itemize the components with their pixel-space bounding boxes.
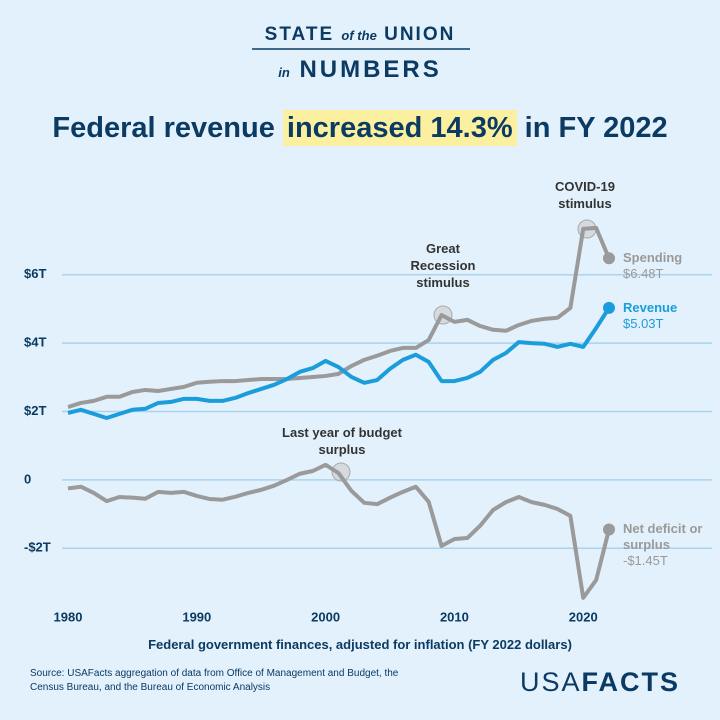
brand: USAFACTS [520,667,680,698]
logo-text: in [278,65,290,80]
end-point [603,523,615,536]
x-tick-label: 1990 [182,609,211,624]
end-value-label: $5.03T [623,315,664,331]
x-tick-label: 1980 [54,609,83,624]
brand-text: FACTS [581,667,681,697]
x-tick-label: 2020 [569,609,598,624]
brand-text: USA [520,667,582,697]
series-line [67,462,611,600]
legend-entry: Revenue [623,299,678,315]
end-value-label: $6.48T [623,266,664,282]
legend-entry: Net deficit or surplus [623,521,703,553]
y-tick-label: $4T [24,335,46,350]
series-line [67,306,611,420]
annotation-circle [331,462,351,482]
logo-line-1: STATE of the UNION [0,24,720,46]
annotation: Great Recession stimulus [410,241,476,290]
end-point [603,252,615,265]
end-point [603,301,615,314]
x-tick-label: 2000 [311,609,340,624]
series-line [67,225,611,409]
logo-text: of the [341,28,377,43]
annotation: COVID-19 stimulus [555,179,615,211]
title-text: Federal revenue [52,112,275,144]
x-axis-label: Federal government finances, adjusted fo… [148,637,572,652]
logo-text: UNION [384,24,456,45]
end-value-label: -$1.45T [623,553,668,569]
end-label: Net deficit or surplus -$1.45T [623,521,713,569]
logo-text: STATE [264,24,335,45]
logo-line-2: in NUMBERS [0,56,720,84]
logo-text: NUMBERS [299,56,442,83]
annotation: Last year of budget surplus [282,425,402,457]
y-tick-label: -$2T [24,540,51,555]
legend-entry: Spending [623,250,683,266]
title-text: in FY 2022 [524,112,668,144]
y-tick-label: 0 [24,471,31,486]
y-tick-label: $6T [24,266,46,281]
x-tick-label: 2010 [440,609,469,624]
end-label: Spending $6.48T [623,250,713,282]
end-label: Revenue $5.03T [623,300,713,332]
chart-title: Federal revenue increased 14.3% in FY 20… [0,110,720,146]
source: Source: USAFacts aggregation of data fro… [30,668,399,693]
y-tick-label: $2T [24,403,46,418]
title-highlight: increased 14.3% [282,110,517,146]
